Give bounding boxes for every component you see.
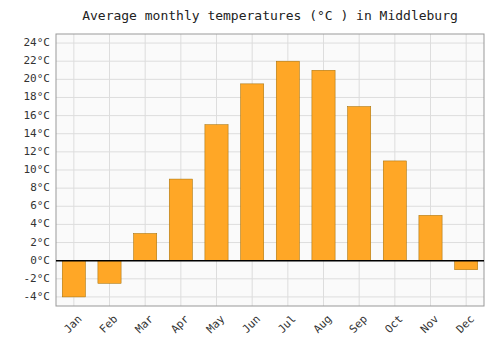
x-tick-label: Apr — [168, 312, 192, 336]
bar — [312, 70, 335, 260]
y-grid-line — [56, 188, 484, 189]
bar — [169, 179, 192, 261]
plot-frame — [56, 34, 484, 306]
y-grid-line — [56, 151, 484, 152]
x-tick-label: Aug — [311, 313, 334, 336]
y-grid-line — [56, 170, 484, 171]
chart: -4°C -2°C 0°C 2°C 4°C 6°C 8°C 10°C 12°C 14°C 16°C 1… — [0, 0, 500, 350]
y-grid-line — [56, 133, 484, 134]
x-tick-label: Oct — [382, 313, 405, 336]
x-tick-label: Nov — [418, 312, 442, 336]
y-grid-line — [56, 61, 484, 62]
y-grid-line — [56, 97, 484, 98]
y-grid-line — [56, 260, 484, 261]
bar — [98, 261, 121, 284]
x-tick-label: May — [204, 312, 228, 336]
x-tick-label: Jul — [275, 313, 298, 336]
bar — [383, 161, 406, 261]
plot-background — [56, 34, 484, 306]
x-tick-label: Jan — [61, 313, 84, 336]
y-tick-label: 0°C — [30, 254, 50, 267]
y-tick-label: 20°C — [24, 72, 51, 85]
x-axis: Jan Feb Mar Apr May Jun Jul Aug Sep Oct Nov Dec — [61, 312, 477, 336]
chart-container: -4°C -2°C 0°C 2°C 4°C 6°C 8°C 10°C 12°C 14°C 16°C 1… — [0, 0, 500, 350]
y-grid-line — [56, 115, 484, 116]
y-tick-label: 22°C — [24, 54, 51, 67]
y-tick-label: -4°C — [24, 290, 51, 303]
y-tick-label: 6°C — [30, 199, 50, 212]
y-tick-label: 2°C — [30, 236, 50, 249]
y-tick-label: 12°C — [24, 145, 51, 158]
bar — [419, 215, 442, 260]
bars — [62, 61, 478, 297]
x-grid-line — [145, 34, 146, 306]
x-tick-label: Jun — [240, 313, 263, 336]
x-grid-line — [180, 34, 181, 306]
x-tick-label: Feb — [97, 313, 120, 336]
y-tick-label: 16°C — [24, 109, 51, 122]
x-grid-line — [430, 34, 431, 306]
y-tick-label: 18°C — [24, 90, 51, 103]
y-tick-label: 8°C — [30, 181, 50, 194]
bar — [62, 261, 85, 297]
y-grid-line — [56, 296, 484, 297]
bar — [276, 61, 299, 260]
bar — [348, 107, 371, 261]
x-tick-label: Dec — [454, 313, 477, 336]
y-tick-label: 14°C — [24, 127, 51, 140]
y-tick-label: 10°C — [24, 163, 51, 176]
y-tick-label: -2°C — [24, 272, 51, 285]
y-axis: -4°C -2°C 0°C 2°C 4°C 6°C 8°C 10°C 12°C 14°C 16°C 1… — [24, 36, 51, 303]
x-tick-label: Mar — [133, 312, 157, 336]
bar — [205, 125, 228, 261]
y-grid-line — [56, 79, 484, 80]
y-tick-label: 4°C — [30, 217, 50, 230]
x-tick-label: Sep — [347, 313, 370, 336]
y-tick-label: 24°C — [24, 36, 51, 49]
y-grid-line — [56, 43, 484, 44]
bar — [134, 233, 157, 260]
bar — [241, 84, 264, 261]
y-grid-line — [56, 206, 484, 207]
zero-line — [56, 260, 484, 262]
bar — [455, 261, 478, 270]
title: Average monthly temperatures (°C ) in Mi… — [82, 8, 458, 23]
grid — [56, 34, 484, 306]
